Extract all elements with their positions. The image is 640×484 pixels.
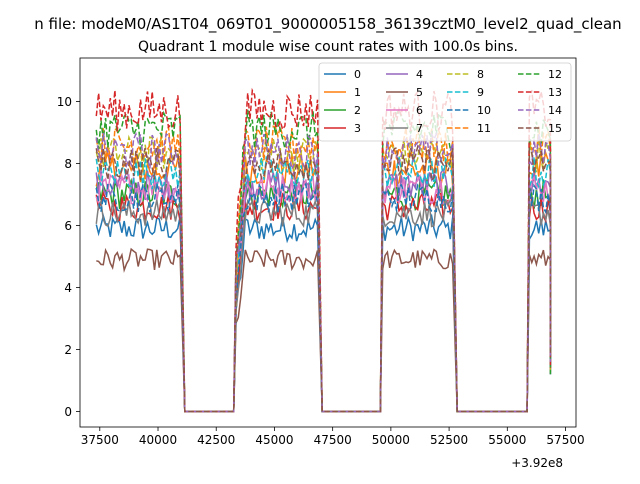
legend-label-4: 4 <box>416 68 423 81</box>
legend-label-12: 12 <box>548 68 562 81</box>
x-tick-label: 55000 <box>488 433 526 447</box>
x-tick-label: 52500 <box>430 433 468 447</box>
y-tick-label: 0 <box>64 405 72 419</box>
series-line-10 <box>95 181 552 413</box>
axes-layer: 37500 40000 42500 45000 47500 50000 52500 55000… <box>57 57 585 447</box>
y-tick-label: 6 <box>64 219 72 233</box>
legend-label-3: 3 <box>354 122 361 135</box>
series-line-0 <box>95 212 552 413</box>
x-tick-label: 42500 <box>197 433 235 447</box>
legend-label-14: 14 <box>548 104 562 117</box>
y-tick-label: 10 <box>57 95 72 109</box>
series-line-4 <box>95 167 552 413</box>
x-tick-label: 57500 <box>546 433 584 447</box>
y-tick-label: 4 <box>64 281 72 295</box>
x-tick-label: 37500 <box>81 433 119 447</box>
series-line-7 <box>95 198 552 413</box>
x-tick-label: 45000 <box>255 433 293 447</box>
series-line-11 <box>95 124 552 413</box>
legend-label-8: 8 <box>477 68 484 81</box>
legend-label-5: 5 <box>416 86 423 99</box>
legend-label-6: 6 <box>416 104 423 117</box>
legend-label-2: 2 <box>354 104 361 117</box>
legend-label-10: 10 <box>477 104 491 117</box>
legend-label-9: 9 <box>477 86 484 99</box>
y-tick-label: 8 <box>64 157 72 171</box>
legend-label-0: 0 <box>354 68 361 81</box>
chart-title: Quadrant 1 module wise count rates with … <box>138 39 518 55</box>
series-line-5 <box>96 247 552 413</box>
legend-label-7: 7 <box>416 122 423 135</box>
x-offset-label: +3.92e8 <box>511 456 563 470</box>
legend-label-15: 15 <box>548 122 562 135</box>
plot-frame <box>79 57 577 428</box>
figure-suptitle: n file: modeM0/AS1T04_069T01_9000005158_… <box>34 15 621 34</box>
legend-box <box>318 62 572 142</box>
x-tick-label: 47500 <box>314 433 352 447</box>
series-line-9 <box>95 154 552 413</box>
series-line-15 <box>95 144 552 413</box>
legend-label-13: 13 <box>548 86 562 99</box>
x-tick-label: 40000 <box>139 433 177 447</box>
y-tick-label: 2 <box>64 343 72 357</box>
legend-label-1: 1 <box>354 86 361 99</box>
x-tick-label: 50000 <box>372 433 410 447</box>
series-line-13 <box>95 87 552 413</box>
legend-label-11: 11 <box>477 122 491 135</box>
